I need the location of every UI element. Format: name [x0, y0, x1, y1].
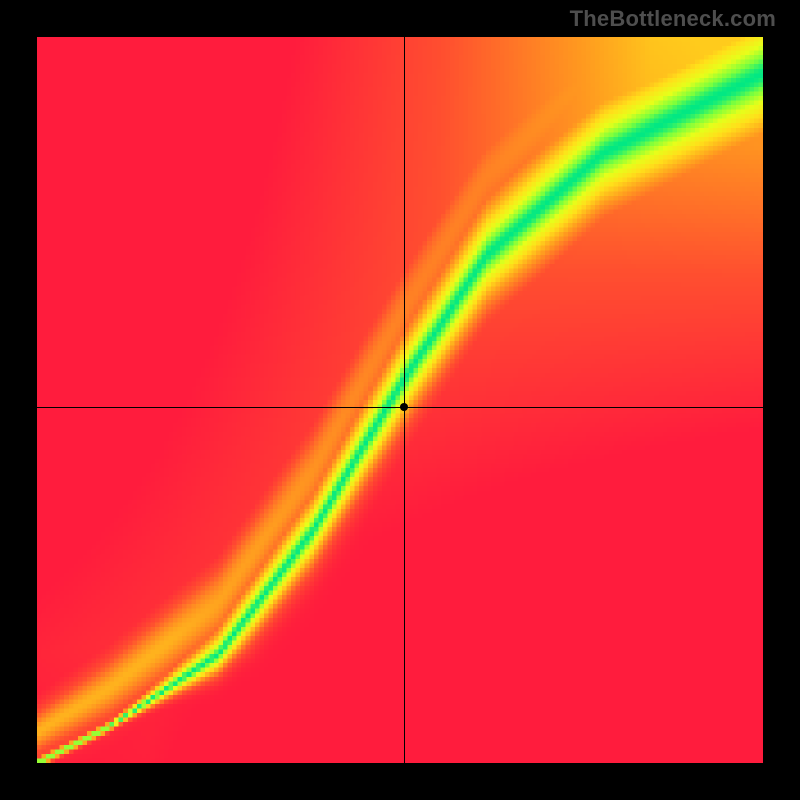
crosshair-vertical: [404, 37, 405, 763]
heatmap-canvas: [37, 37, 763, 763]
heatmap-plot: [37, 37, 763, 763]
watermark-text: TheBottleneck.com: [570, 6, 776, 32]
crosshair-marker: [400, 403, 408, 411]
